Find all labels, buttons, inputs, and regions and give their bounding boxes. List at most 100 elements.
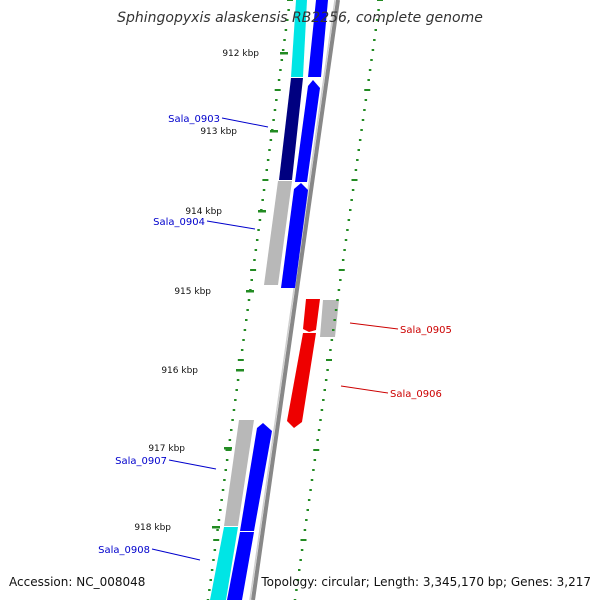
right-gc-dot xyxy=(343,249,346,251)
left-gc-dot xyxy=(257,229,260,231)
right-gc-dot xyxy=(300,549,304,551)
gray-feature-0905 xyxy=(320,300,339,337)
right-gc-dot xyxy=(322,399,325,401)
right-gc-dot xyxy=(316,439,319,441)
right-gc-dot xyxy=(368,69,372,71)
blue-cds-arrow-sala-0903 xyxy=(295,80,320,182)
left-gc-dot xyxy=(286,19,289,21)
left-gc-dot xyxy=(242,339,245,341)
right-gc-dot xyxy=(295,589,298,591)
left-gc-dot xyxy=(232,409,236,411)
right-gc-dot xyxy=(338,269,345,271)
kbp-tick-mark xyxy=(212,526,220,529)
right-gc-dot xyxy=(324,379,328,381)
red-cds-arrow-sala-0905 xyxy=(303,299,320,332)
kbp-tick-label: 917 kbp xyxy=(148,444,185,454)
left-gc-dot xyxy=(254,249,258,251)
right-gc-dot xyxy=(309,489,312,491)
gray-feature-914 xyxy=(264,181,292,285)
left-gc-dot xyxy=(255,239,259,241)
right-gc-dot xyxy=(319,419,322,421)
kbp-tick-label: 914 kbp xyxy=(185,207,222,217)
left-gc-dot xyxy=(272,119,275,121)
left-gc-dot xyxy=(287,9,290,11)
right-gc-dot xyxy=(370,59,373,61)
right-gc-dot xyxy=(363,109,366,111)
right-gc-dot xyxy=(334,309,338,311)
gene-leader-line xyxy=(221,117,269,128)
left-gc-dot xyxy=(283,39,286,41)
gray-feature-917 xyxy=(224,420,254,526)
left-gc-dot xyxy=(287,0,293,1)
left-gc-dot xyxy=(261,199,264,201)
right-gc-dot xyxy=(336,299,339,301)
left-gc-dot xyxy=(228,439,232,441)
right-gc-dot xyxy=(349,209,352,211)
right-gc-dot xyxy=(364,99,368,101)
right-gc-dot xyxy=(367,79,370,81)
kbp-tick-mark xyxy=(246,290,254,293)
right-gc-dot xyxy=(329,349,332,351)
right-gc-dot xyxy=(339,279,342,281)
gene-label[interactable]: Sala_0904 xyxy=(153,217,205,228)
gene-leader-line xyxy=(340,385,389,394)
left-gc-dot xyxy=(225,449,232,451)
left-gc-dot xyxy=(221,489,225,491)
left-gc-dot xyxy=(269,139,273,141)
right-gc-dot xyxy=(333,319,336,321)
left-gc-dot xyxy=(237,359,244,361)
kbp-tick-mark xyxy=(270,130,278,133)
left-gc-dot xyxy=(235,389,238,391)
right-gc-dot xyxy=(377,9,380,11)
right-gc-dot xyxy=(364,89,371,91)
left-gc-dot xyxy=(209,579,212,581)
left-gc-dot xyxy=(275,99,278,101)
right-gc-dot xyxy=(377,0,383,1)
left-gc-dot xyxy=(250,269,257,271)
gene-leader-line xyxy=(168,459,217,470)
kbp-tick-mark xyxy=(280,52,288,55)
right-gc-dot xyxy=(330,339,334,341)
right-gc-dot xyxy=(351,189,355,191)
left-gc-dot xyxy=(277,79,281,81)
left-gc-dot xyxy=(273,109,277,111)
gene-label[interactable]: Sala_0906 xyxy=(390,389,442,400)
left-gc-dot xyxy=(246,309,249,311)
left-gc-dot xyxy=(253,259,256,261)
kbp-tick-mark xyxy=(224,447,232,450)
left-gc-dot xyxy=(234,399,237,401)
right-gc-dot xyxy=(307,499,311,501)
blue-cds-arrow-sala-0907 xyxy=(240,423,272,531)
right-gc-dot xyxy=(313,449,320,451)
left-gc-dot xyxy=(213,549,217,551)
left-gc-dot xyxy=(281,49,285,51)
gene-label[interactable]: Sala_0905 xyxy=(400,325,452,336)
left-gc-dot xyxy=(224,469,228,471)
right-gc-dot xyxy=(347,219,351,221)
right-gc-dot xyxy=(373,39,376,41)
right-gc-dot xyxy=(341,259,345,261)
right-gc-dot xyxy=(357,149,360,151)
left-gc-dot xyxy=(213,539,220,541)
gene-leader-line xyxy=(151,548,201,561)
kbp-ticks: 912 kbp 913 kbp 914 kbp 915 kbp 916 kbp 917 k… xyxy=(134,49,288,533)
left-gc-dot xyxy=(250,279,253,281)
right-gc-dot xyxy=(312,469,315,471)
red-cds-arrow-sala-0906 xyxy=(287,333,316,428)
left-gc-dot xyxy=(243,329,247,331)
gene-label[interactable]: Sala_0907 xyxy=(115,456,167,467)
right-gc-dot xyxy=(305,519,308,521)
left-gc-dot xyxy=(231,419,234,421)
gene-label[interactable]: Sala_0908 xyxy=(98,545,150,556)
left-gc-dot xyxy=(280,59,284,61)
left-gc-dot xyxy=(236,379,240,381)
right-gc-dot xyxy=(296,579,300,581)
right-gc-dot xyxy=(310,479,314,481)
left-gc-dot xyxy=(212,559,215,561)
gene-label[interactable]: Sala_0903 xyxy=(168,114,220,125)
right-gc-dot xyxy=(354,169,358,171)
left-gc-dot xyxy=(217,519,221,521)
left-gc-dot xyxy=(262,189,266,191)
map-title: Sphingopyxis alaskensis RB2256, complete… xyxy=(117,10,483,26)
kbp-tick-label: 912 kbp xyxy=(222,49,259,59)
